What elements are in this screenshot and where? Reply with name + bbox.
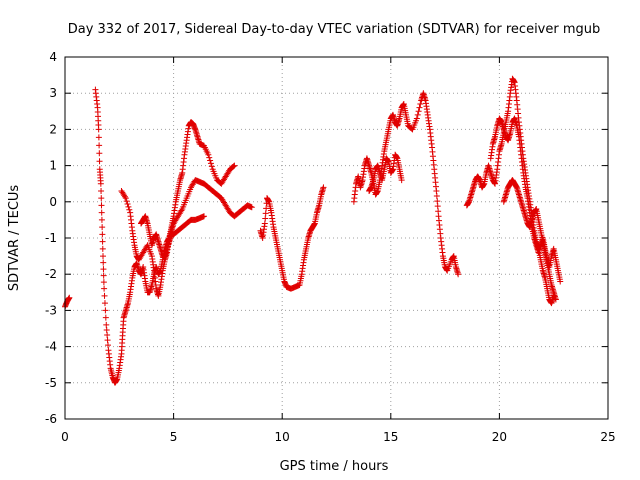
- data-point: [398, 177, 405, 184]
- grid-lines: [65, 57, 608, 419]
- data-point: [413, 115, 420, 122]
- data-point: [207, 157, 214, 164]
- data-point: [95, 134, 102, 141]
- y-tick-label: 3: [49, 86, 57, 100]
- data-point: [417, 101, 424, 108]
- data-point: [66, 294, 73, 301]
- chart-title: Day 332 of 2017, Sidereal Day-to-day VTE…: [68, 22, 601, 37]
- y-axis-label: SDTVAR / TECUs: [7, 185, 22, 292]
- y-tick-label: -6: [45, 412, 57, 426]
- y-tick-label: 4: [49, 50, 57, 64]
- data-point: [96, 150, 103, 157]
- x-tick-label: 25: [600, 430, 615, 444]
- data-point: [123, 198, 130, 205]
- data-point: [99, 238, 106, 245]
- x-tick-label: 15: [383, 430, 398, 444]
- data-point: [122, 195, 129, 202]
- data-point: [99, 245, 106, 252]
- series-seg5: [257, 184, 327, 292]
- data-point: [261, 220, 268, 227]
- data-point: [248, 204, 255, 211]
- data-point: [320, 184, 327, 191]
- data-point: [201, 213, 208, 220]
- data-point: [552, 296, 559, 303]
- data-point: [98, 195, 105, 202]
- data-point: [98, 187, 105, 194]
- data-point: [415, 108, 422, 115]
- series-seg7: [366, 151, 405, 194]
- data-point: [433, 187, 440, 194]
- y-tick-label: -2: [45, 267, 57, 281]
- data-point: [433, 193, 440, 200]
- data-point: [557, 278, 564, 285]
- data-point: [98, 209, 105, 216]
- series-seg10: [500, 177, 559, 303]
- data-point: [206, 154, 213, 161]
- y-tick-label: -4: [45, 340, 57, 354]
- data-point: [416, 104, 423, 111]
- data-point: [101, 300, 108, 307]
- data-point: [96, 142, 103, 149]
- data-points: [62, 75, 564, 386]
- series-seg8: [463, 75, 557, 307]
- data-point: [96, 158, 103, 165]
- series-seg1: [62, 294, 73, 310]
- data-point: [102, 314, 109, 321]
- series-seg6: [350, 90, 462, 278]
- y-tick-label: -1: [45, 231, 57, 245]
- data-point: [207, 160, 214, 167]
- y-tick-label: 2: [49, 122, 57, 136]
- data-point: [262, 215, 269, 222]
- data-point: [104, 332, 111, 339]
- data-point: [126, 206, 133, 213]
- data-point: [455, 271, 462, 278]
- data-point: [100, 272, 107, 279]
- data-point: [98, 202, 105, 209]
- data-point: [414, 111, 421, 118]
- data-point: [262, 210, 269, 217]
- data-point: [101, 292, 108, 299]
- data-point: [95, 126, 102, 133]
- data-point: [102, 307, 109, 314]
- data-point: [434, 203, 441, 210]
- data-point: [121, 193, 128, 200]
- data-point: [100, 266, 107, 273]
- series-seg3: [118, 119, 238, 299]
- data-point: [208, 163, 215, 170]
- data-point: [231, 162, 238, 169]
- data-point: [100, 253, 107, 260]
- x-axis-label: GPS time / hours: [280, 459, 389, 474]
- data-point: [105, 342, 112, 349]
- series-seg9: [487, 115, 564, 285]
- data-point: [434, 198, 441, 205]
- y-tick-label: 1: [49, 159, 57, 173]
- data-point: [100, 279, 107, 286]
- y-tick-label: 0: [49, 195, 57, 209]
- x-tick-label: 20: [492, 430, 507, 444]
- data-point: [104, 337, 111, 344]
- data-point: [125, 203, 132, 210]
- y-tick-label: -5: [45, 376, 57, 390]
- data-point: [99, 231, 106, 238]
- data-point: [178, 207, 185, 214]
- data-point: [205, 151, 212, 158]
- data-point: [101, 285, 108, 292]
- data-point: [97, 180, 104, 187]
- data-point: [100, 259, 107, 266]
- data-point: [103, 321, 110, 328]
- series-seg4: [138, 213, 208, 260]
- x-tick-label: 10: [275, 430, 290, 444]
- data-point: [99, 224, 106, 231]
- data-point: [230, 163, 237, 170]
- x-tick-label: 0: [61, 430, 69, 444]
- data-point: [103, 326, 110, 333]
- axis-ticks: 0 5 10 15 20 25 -6 -5 -4 -3 -2 -1 0 1 2 3 4: [45, 50, 616, 444]
- data-point: [124, 200, 131, 207]
- x-tick-label: 5: [170, 430, 178, 444]
- data-point: [435, 208, 442, 215]
- y-tick-label: -3: [45, 303, 57, 317]
- data-point: [98, 216, 105, 223]
- plot-frame: [64, 56, 609, 420]
